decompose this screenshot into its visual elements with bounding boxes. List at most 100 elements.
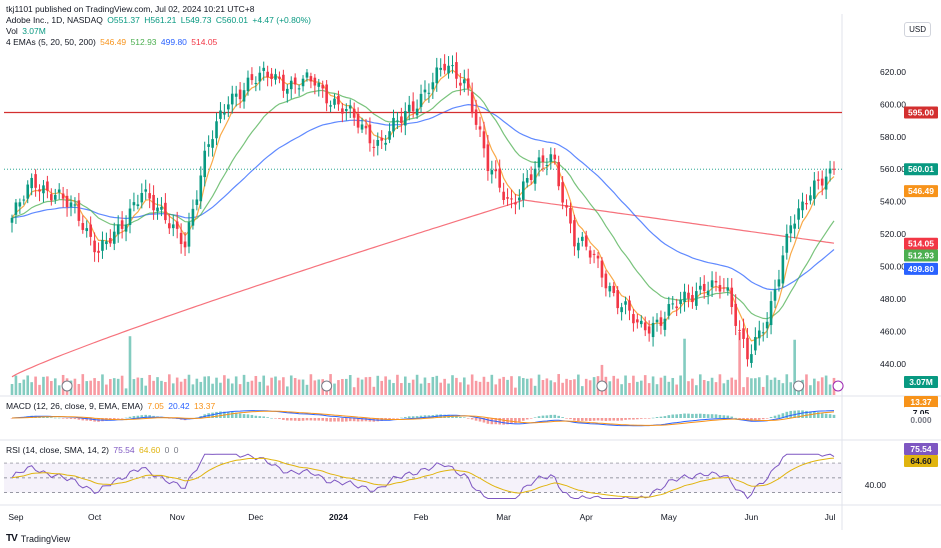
rsi-label: RSI (14, close, SMA, 14, 2) bbox=[6, 445, 109, 455]
volume-bar bbox=[227, 378, 230, 395]
volume-bar bbox=[596, 376, 600, 395]
earnings-marker-icon bbox=[793, 380, 805, 392]
candle-body bbox=[427, 92, 431, 94]
volume-bar bbox=[801, 379, 804, 395]
macd-histogram-bar bbox=[628, 418, 631, 420]
macd-histogram-bar bbox=[136, 415, 140, 418]
volume-bar bbox=[647, 383, 651, 395]
candle-body bbox=[26, 184, 30, 199]
volume-bar bbox=[81, 374, 85, 395]
time-tick-label: Sep bbox=[8, 512, 23, 522]
candle-body bbox=[266, 71, 269, 78]
candle-body bbox=[372, 146, 376, 148]
macd-histogram-bar bbox=[10, 418, 14, 419]
volume-bar bbox=[565, 378, 568, 395]
earnings-marker-icon bbox=[321, 380, 333, 392]
volume-bar bbox=[754, 378, 757, 395]
rsi-line bbox=[11, 453, 835, 500]
time-tick-label: Nov bbox=[170, 512, 186, 522]
candle-body bbox=[813, 180, 816, 199]
macd-histogram-bar bbox=[93, 418, 96, 422]
candle-body bbox=[451, 65, 454, 67]
macd-histogram-bar bbox=[687, 413, 690, 418]
macd-histogram-bar bbox=[411, 416, 415, 418]
candle-body bbox=[289, 80, 293, 90]
candle-body bbox=[616, 290, 619, 309]
macd-histogram-bar bbox=[482, 418, 486, 423]
currency-button[interactable]: USD bbox=[904, 22, 931, 37]
candle-body bbox=[262, 67, 266, 71]
candle-body bbox=[223, 112, 226, 115]
macd-histogram-bar bbox=[624, 418, 627, 420]
candle-body bbox=[474, 109, 478, 125]
macd-histogram-bar bbox=[34, 415, 37, 418]
rsi-legend[interactable]: RSI (14, close, SMA, 14, 2) 75.54 64.60 … bbox=[6, 445, 181, 456]
volume-bar bbox=[632, 375, 635, 395]
candle-body bbox=[89, 224, 92, 237]
volume-legend[interactable]: Vol 3.07M bbox=[6, 26, 48, 37]
volume-bar bbox=[545, 378, 549, 395]
tradingview-brand[interactable]: TV TradingView bbox=[6, 533, 70, 544]
macd-histogram-bar bbox=[293, 418, 297, 421]
symbol-name: Adobe Inc., 1D, NASDAQ bbox=[6, 15, 103, 25]
candle-body bbox=[577, 242, 580, 251]
candle-body bbox=[565, 205, 568, 208]
macd-histogram-bar bbox=[718, 414, 722, 418]
candle-body bbox=[789, 225, 793, 234]
volume-bar bbox=[10, 384, 14, 395]
macd-legend[interactable]: MACD (12, 26, close, 9, EMA, EMA) 7.05 2… bbox=[6, 401, 217, 412]
volume-value: 3.07M bbox=[22, 26, 46, 36]
macd-histogram-bar bbox=[588, 418, 592, 422]
candle-body bbox=[132, 202, 136, 206]
macd-histogram-bar bbox=[57, 417, 61, 419]
macd-histogram-bar bbox=[781, 413, 785, 418]
candle-body bbox=[14, 202, 18, 215]
price-tick-label: 600.00 bbox=[880, 99, 906, 109]
macd-histogram-bar bbox=[105, 418, 108, 421]
ema5-value: 546.49 bbox=[100, 37, 127, 47]
volume-bar bbox=[651, 376, 655, 395]
candle-body bbox=[238, 89, 242, 100]
candle-body bbox=[199, 175, 203, 202]
macd-histogram-bar bbox=[447, 414, 450, 418]
symbol-legend[interactable]: Adobe Inc., 1D, NASDAQ O551.37 H561.21 L… bbox=[6, 15, 313, 26]
macd-signal-line bbox=[11, 410, 835, 426]
volume-bar bbox=[710, 377, 714, 395]
rsi-band-upper: 0 bbox=[164, 445, 170, 455]
macd-histogram-bar bbox=[498, 418, 501, 425]
volume-bar bbox=[521, 378, 525, 395]
candle-body bbox=[250, 74, 254, 81]
macd-histogram-bar bbox=[199, 416, 203, 418]
macd-histogram-bar bbox=[61, 418, 65, 419]
volume-bar bbox=[270, 377, 273, 395]
candle-body bbox=[69, 202, 73, 207]
candle-body bbox=[34, 174, 37, 188]
volume-bar bbox=[246, 381, 250, 395]
volume-bar bbox=[549, 380, 553, 395]
macd-histogram-bar bbox=[187, 418, 191, 420]
volume-bar bbox=[580, 386, 584, 395]
macd-histogram-bar bbox=[22, 416, 26, 418]
rsi-tick-label: 40.00 bbox=[865, 480, 887, 490]
macd-histogram-bar bbox=[569, 418, 572, 420]
volume-bar bbox=[223, 375, 226, 395]
candle-body bbox=[498, 168, 501, 188]
candle-body bbox=[388, 131, 391, 140]
price-tick-label: 440.00 bbox=[880, 359, 906, 369]
candle-body bbox=[164, 202, 167, 221]
macd-histogram-bar bbox=[604, 418, 608, 421]
ema-legend[interactable]: 4 EMAs (5, 20, 50, 200) 546.49 512.93 49… bbox=[6, 37, 219, 48]
macd-histogram-bar bbox=[577, 418, 580, 421]
macd-histogram-bar bbox=[816, 412, 820, 418]
macd-histogram-bar bbox=[388, 418, 391, 420]
candle-body bbox=[97, 250, 100, 253]
volume-bar bbox=[148, 374, 151, 395]
macd-histogram-bar bbox=[26, 416, 30, 418]
macd-histogram-bar bbox=[600, 418, 604, 421]
candle-body bbox=[718, 285, 722, 292]
macd-line-value: 20.42 bbox=[168, 401, 190, 411]
candle-body bbox=[502, 191, 505, 200]
volume-bar bbox=[785, 374, 789, 395]
macd-histogram-bar bbox=[65, 418, 69, 419]
volume-bar bbox=[124, 388, 128, 395]
